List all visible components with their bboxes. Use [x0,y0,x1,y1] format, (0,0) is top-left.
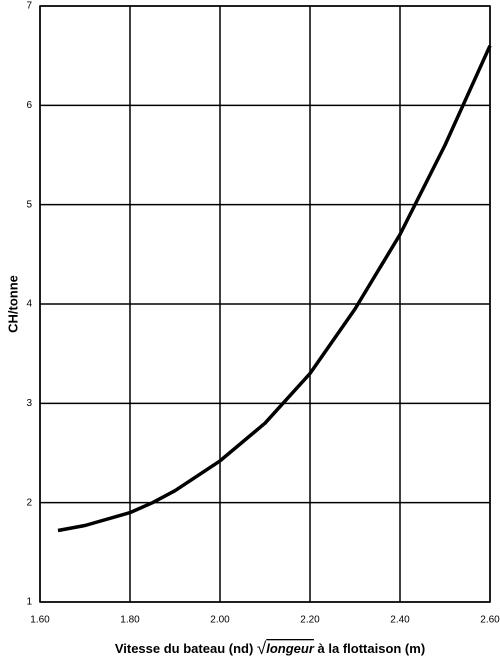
x-axis-title: Vitesse du bateau (nd) √longeur à la flo… [115,639,425,658]
y-tick-label: 5 [26,199,32,210]
x-title-sqrt: √ [257,639,267,658]
data-line [57,44,492,533]
x-tick-label: 2.60 [480,615,500,626]
x-tick-label: 2.40 [390,615,410,626]
y-tick-label: 1 [26,597,32,608]
y-axis-title: CH/tonne [5,275,20,333]
x-title-part: longeur [266,641,315,656]
x-tick-label: 1.80 [120,615,140,626]
y-tick-label: 3 [26,398,32,409]
x-tick-label: 2.00 [210,615,230,626]
x-tick-label: 2.20 [300,615,320,626]
y-tick-label: 2 [26,497,32,508]
y-tick-label: 6 [26,100,32,111]
y-tick-label: 7 [26,1,32,12]
x-title-part: à la flottaison (m) [314,641,425,656]
x-tick-label: 1.60 [30,615,50,626]
x-title-part: Vitesse du bateau (nd) [115,641,257,656]
y-tick-label: 4 [26,299,32,310]
plot-frame [39,5,491,603]
